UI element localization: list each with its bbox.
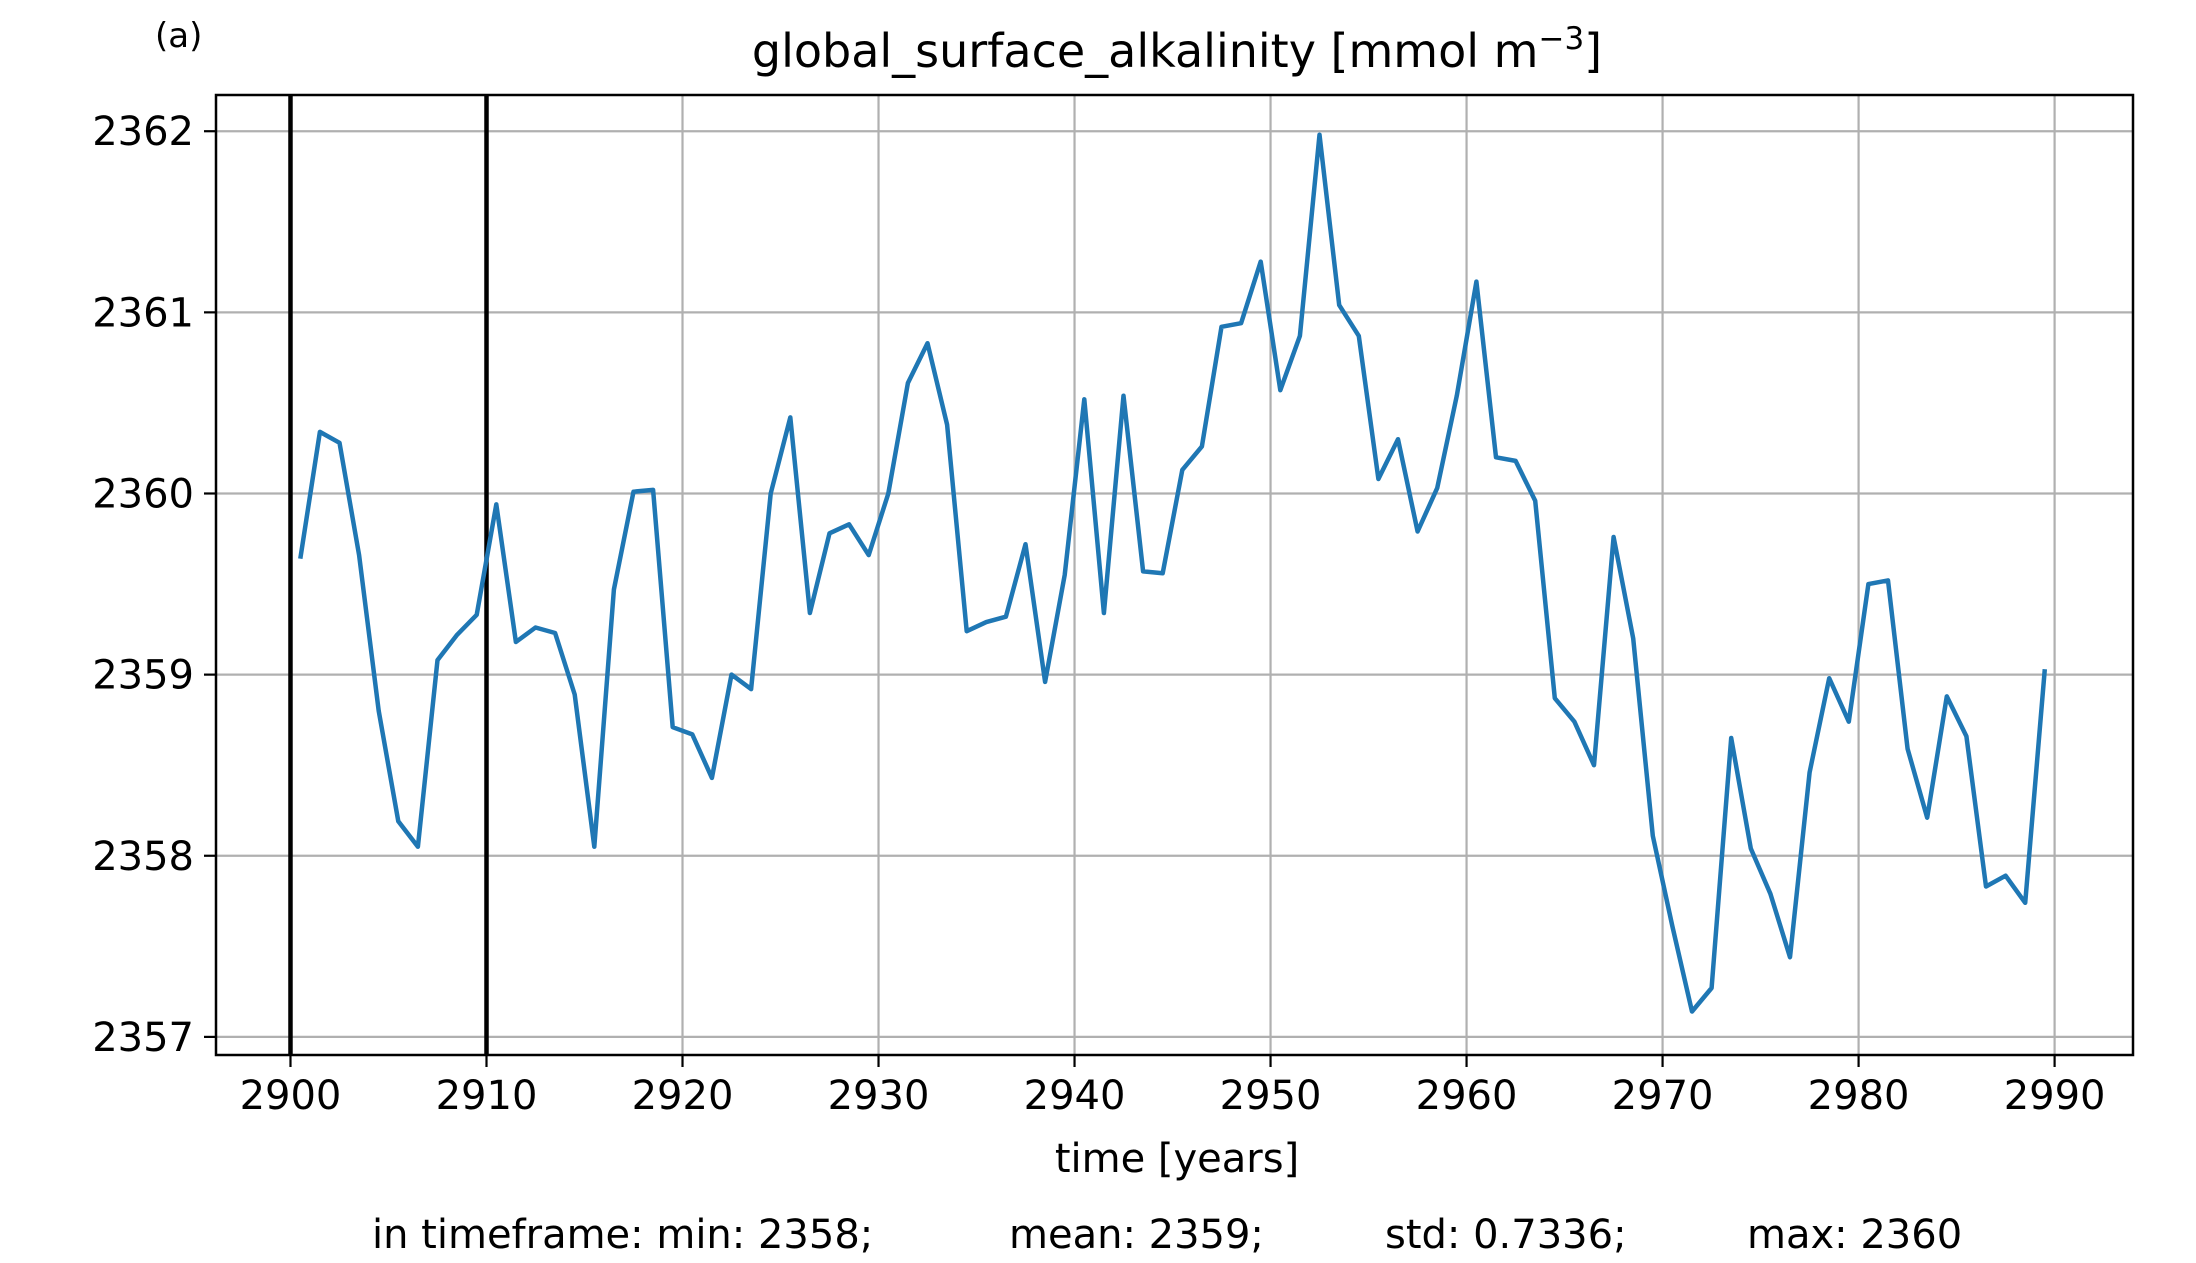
stat-max: max: 2360 <box>1747 1212 1963 1258</box>
plot-frame <box>214 93 2135 1057</box>
x-tick-label: 2920 <box>632 1073 734 1119</box>
series-layer <box>298 132 2048 1014</box>
stat-std: std: 0.7336; <box>1385 1212 1627 1258</box>
x-tick-label: 2980 <box>1808 1073 1910 1119</box>
grid <box>216 95 2133 1055</box>
x-tick-label: 2970 <box>1612 1073 1714 1119</box>
stat-mean: mean: 2359; <box>1009 1212 1264 1258</box>
y-tick-label: 2361 <box>92 290 194 336</box>
chart-title: global_surface_alkalinity [mmol m−3] <box>752 21 1602 78</box>
x-axis-ticks: 2900 2910 2920 2930 2940 2950 2960 2970 2980 2990 <box>240 1055 2106 1119</box>
x-tick-label: 2990 <box>2004 1073 2106 1119</box>
x-tick-label: 2930 <box>828 1073 930 1119</box>
reference-lines <box>288 95 489 1055</box>
y-tick-label: 2362 <box>92 109 194 155</box>
footer-stats: in timeframe: min: 2358; mean: 2359; std… <box>0 1212 2196 1262</box>
y-tick-label: 2357 <box>92 1015 194 1061</box>
chart-title-superscript: −3 <box>1538 21 1584 57</box>
stat-min: in timeframe: min: 2358; <box>372 1212 874 1258</box>
x-tick-label: 2900 <box>240 1073 342 1119</box>
panel-label: (a) <box>155 16 202 56</box>
x-axis-label: time [years] <box>1055 1136 1299 1182</box>
x-tick-label: 2950 <box>1220 1073 1322 1119</box>
y-tick-label: 2360 <box>92 471 194 517</box>
y-tick-label: 2359 <box>92 653 194 699</box>
y-axis-ticks: 2357 2358 2359 2360 2361 2362 <box>92 109 216 1061</box>
y-tick-label: 2358 <box>92 834 194 880</box>
chart-title-end: ] <box>1584 24 1602 78</box>
chart-title-main: global_surface_alkalinity [mmol m <box>752 24 1539 78</box>
series-line <box>298 132 2048 1014</box>
x-tick-label: 2910 <box>436 1073 538 1119</box>
x-tick-label: 2960 <box>1416 1073 1518 1119</box>
x-tick-label: 2940 <box>1024 1073 1126 1119</box>
